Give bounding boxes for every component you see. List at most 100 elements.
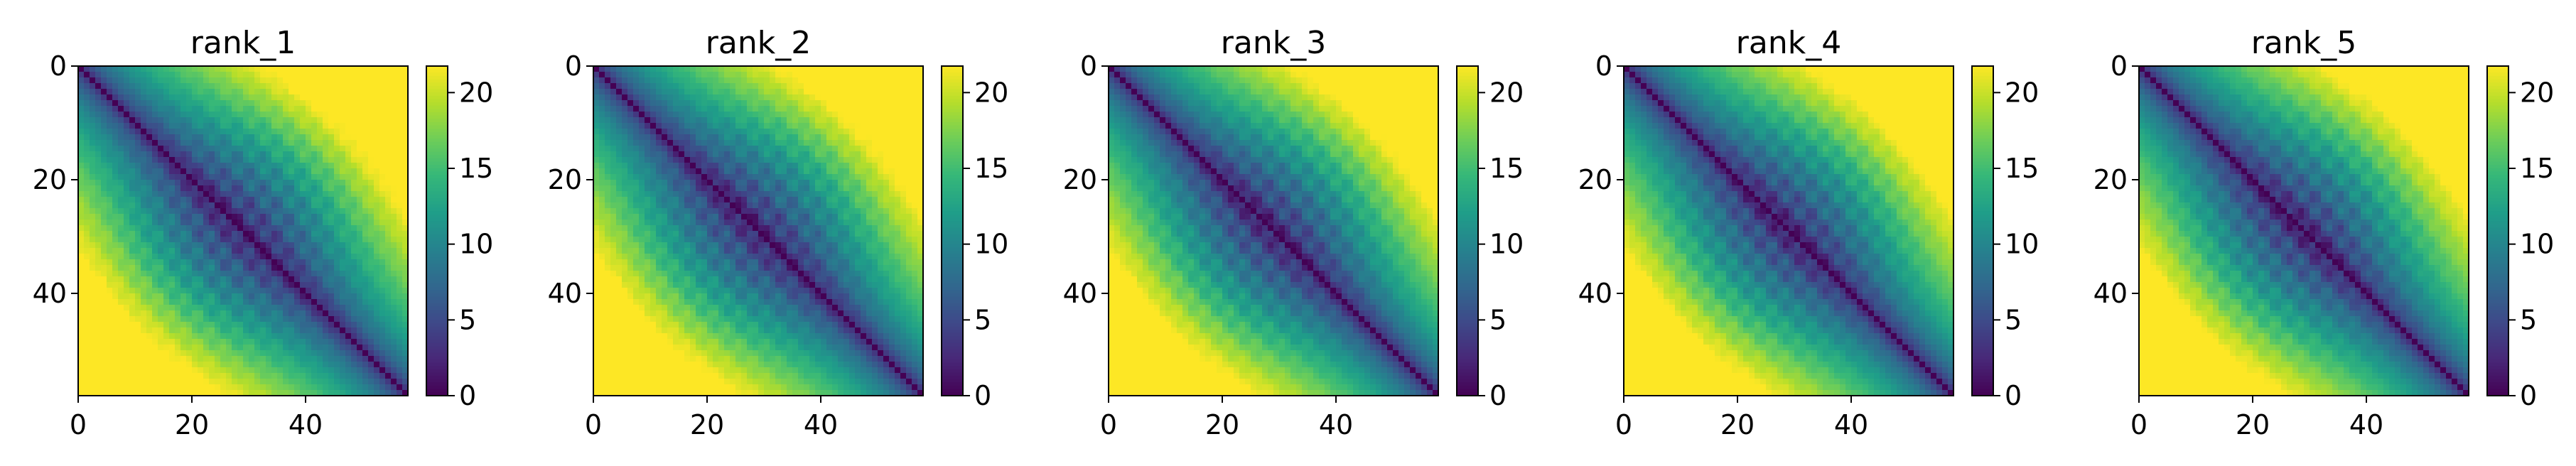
heatmap-cell: [266, 174, 272, 180]
heatmap-cell: [78, 151, 85, 158]
heatmap-cell: [402, 140, 409, 146]
heatmap-cell: [163, 146, 170, 152]
heatmap-cell: [345, 339, 352, 345]
heatmap-cell: [815, 180, 821, 186]
heatmap-cell: [878, 180, 884, 186]
heatmap-cell: [101, 367, 107, 374]
heatmap-cell: [679, 112, 685, 118]
heatmap-cell: [718, 100, 725, 107]
heatmap-cell: [639, 168, 645, 175]
heatmap-cell: [101, 117, 107, 124]
heatmap-cell: [368, 197, 374, 203]
heatmap-cell: [362, 146, 369, 152]
heatmap-cell: [328, 237, 335, 243]
colorbar-segment: [426, 231, 448, 235]
heatmap-cell: [917, 123, 924, 129]
heatmap-cell: [656, 146, 662, 152]
heatmap-cell: [101, 293, 107, 300]
heatmap-cell: [391, 373, 397, 379]
heatmap-cell: [787, 89, 793, 95]
heatmap-cell: [622, 83, 628, 90]
heatmap-cell: [192, 191, 198, 197]
heatmap-cell: [622, 66, 628, 72]
heatmap-cell: [215, 134, 221, 141]
heatmap-cell: [662, 174, 668, 180]
heatmap-cell: [260, 282, 266, 288]
heatmap-cell: [821, 191, 827, 197]
heatmap-cell: [169, 112, 176, 118]
heatmap-cell: [792, 146, 799, 152]
heatmap-cell: [735, 185, 742, 192]
heatmap-cell: [792, 83, 799, 90]
heatmap-cell: [237, 333, 244, 340]
heatmap-cell: [226, 129, 232, 135]
heatmap-cell: [872, 185, 878, 192]
heatmap-cell: [826, 180, 833, 186]
heatmap-cell: [277, 129, 284, 135]
colorbar-segment: [426, 376, 448, 380]
heatmap-cell: [645, 151, 651, 158]
heatmap-cell: [323, 208, 329, 215]
heatmap-cell: [306, 373, 312, 379]
heatmap-cell: [84, 117, 90, 124]
heatmap-cell: [215, 362, 221, 368]
heatmap-cell: [277, 123, 284, 129]
heatmap-cell: [203, 163, 210, 169]
heatmap-cell: [340, 220, 346, 226]
heatmap-cell: [679, 129, 685, 135]
heatmap-cell: [696, 197, 702, 203]
heatmap-cell: [232, 83, 238, 90]
heatmap-cell: [357, 265, 363, 271]
heatmap-cell: [84, 254, 90, 260]
heatmap-cell: [317, 293, 323, 300]
heatmap-cell: [610, 191, 617, 197]
heatmap-cell: [323, 168, 329, 175]
heatmap-cell: [300, 72, 306, 78]
heatmap-cell: [169, 288, 176, 294]
heatmap-cell: [650, 94, 657, 101]
heatmap-cell: [866, 151, 873, 158]
heatmap-cell: [311, 89, 318, 95]
heatmap-cell: [101, 129, 107, 135]
heatmap-cell: [243, 345, 249, 351]
heatmap-cell: [260, 123, 266, 129]
heatmap-cell: [266, 362, 272, 368]
colorbar-segment: [426, 141, 448, 146]
heatmap-cell: [374, 367, 380, 374]
heatmap-cell: [593, 66, 600, 72]
heatmap-cell: [357, 327, 363, 334]
heatmap-cell: [645, 77, 651, 84]
heatmap-cell: [112, 202, 119, 209]
heatmap-cell: [391, 327, 397, 334]
heatmap-cell: [141, 117, 147, 124]
heatmap-cell: [826, 134, 833, 141]
heatmap-cell: [146, 225, 153, 232]
heatmap-cell: [397, 339, 403, 345]
heatmap-cell: [724, 174, 731, 180]
heatmap-cell: [300, 100, 306, 107]
heatmap-cell: [260, 106, 266, 112]
heatmap-cell: [775, 112, 782, 118]
heatmap-cell: [124, 185, 130, 192]
heatmap-cell: [90, 157, 96, 163]
heatmap-cell: [832, 157, 839, 163]
heatmap-cell: [192, 390, 198, 396]
heatmap-cell: [340, 174, 346, 180]
heatmap-cell: [163, 327, 170, 334]
heatmap-cell: [821, 174, 827, 180]
heatmap-cell: [192, 94, 198, 101]
heatmap-cell: [101, 208, 107, 215]
heatmap-cell: [379, 367, 386, 374]
heatmap-cell: [260, 265, 266, 271]
heatmap-cell: [379, 134, 386, 141]
heatmap-cell: [254, 333, 261, 340]
heatmap-cell: [362, 220, 369, 226]
heatmap-cell: [328, 271, 335, 277]
heatmap-cell: [323, 185, 329, 192]
heatmap-cell: [906, 106, 912, 112]
heatmap-cell: [118, 271, 124, 277]
heatmap-cell: [844, 66, 850, 72]
heatmap-cell: [215, 259, 221, 266]
heatmap-cell: [152, 345, 158, 351]
heatmap-cell: [639, 112, 645, 118]
